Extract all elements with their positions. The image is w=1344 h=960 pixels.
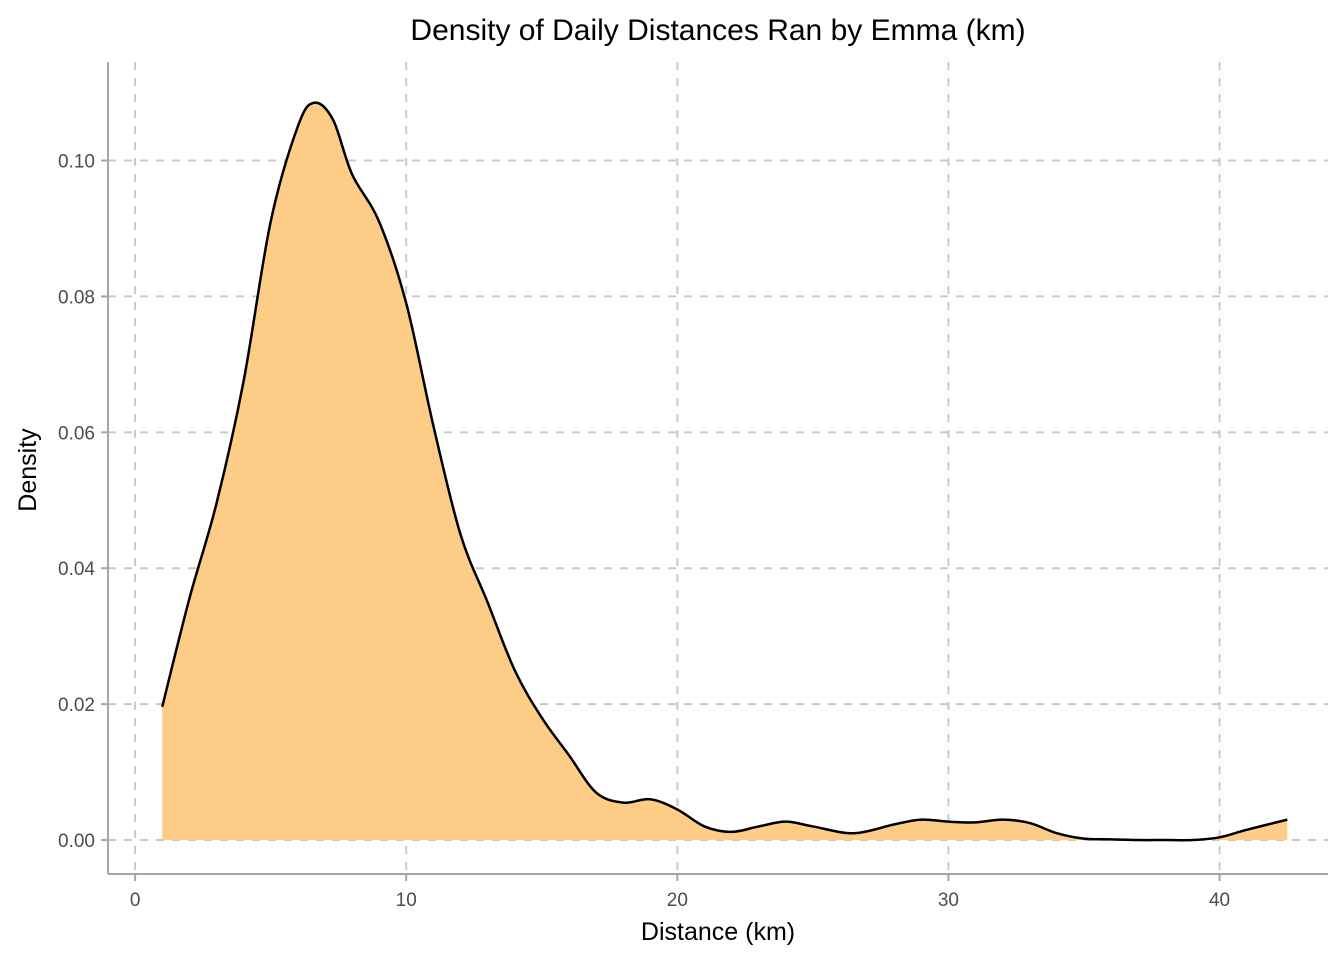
- y-tick-label: 0.04: [58, 559, 95, 580]
- x-tick-label: 0: [130, 890, 141, 911]
- density-area: [162, 102, 1288, 841]
- chart-title: Density of Daily Distances Ran by Emma (…: [410, 14, 1025, 47]
- x-axis-title: Distance (km): [641, 918, 795, 946]
- axes: [107, 62, 1328, 875]
- y-tick-label: 0.00: [58, 831, 95, 852]
- y-tick-label: 0.06: [58, 423, 95, 444]
- x-tick-label: 10: [396, 890, 417, 911]
- tick-labels: 0 10 20 30 40 0.00 0.02 0.04 0.06 0.08 0.10: [58, 152, 1230, 911]
- y-tick-label: 0.10: [58, 152, 95, 173]
- y-tick-label: 0.08: [58, 287, 95, 308]
- density-line: [161, 101, 1288, 842]
- y-tick-label: 0.02: [58, 695, 95, 716]
- y-axis-title: Density: [14, 428, 42, 512]
- x-tick-label: 40: [1209, 890, 1230, 911]
- density-series: [161, 101, 1288, 842]
- x-tick-label: 30: [938, 890, 959, 911]
- x-tick-label: 20: [667, 890, 688, 911]
